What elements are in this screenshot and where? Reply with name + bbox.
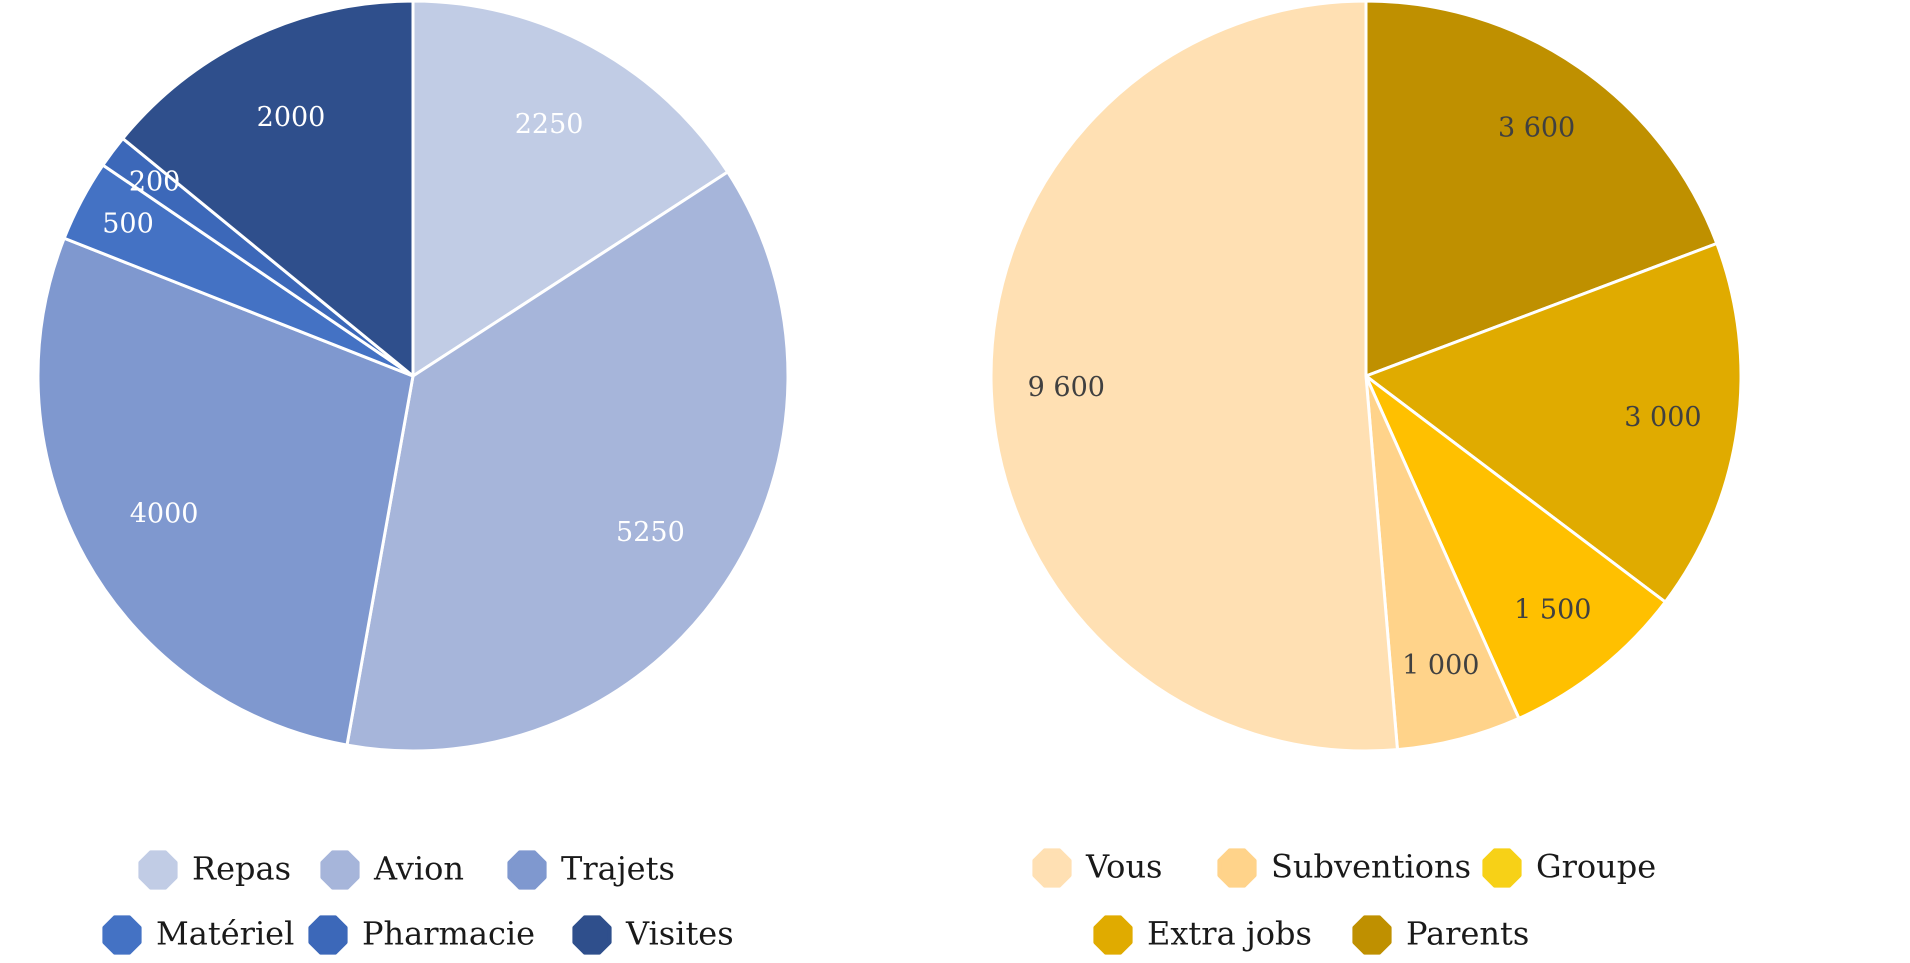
legend-label-parents: Parents xyxy=(1406,915,1529,953)
legend-label-visites: Visites xyxy=(625,915,734,953)
pie-data-labels: 2250 5250 4000 500 200 2000 xyxy=(102,102,685,548)
pie-slice-avion xyxy=(345,170,790,753)
pie-data-labels: 3 600 3 000 1 500 1 000 9 600 xyxy=(1028,113,1702,681)
legend-label-trajets: Trajets xyxy=(561,850,675,888)
legend-marker-avion xyxy=(320,850,360,890)
legend: Vous Subventions Groupe Extra jobs Parents xyxy=(1032,848,1656,955)
legend-label-extra-jobs: Extra jobs xyxy=(1147,915,1312,953)
legend-marker-trajets xyxy=(507,850,547,890)
data-label-trajets: 4000 xyxy=(130,498,199,529)
legend-item-subventions: Subventions xyxy=(1217,848,1471,888)
legend-label-subventions: Subventions xyxy=(1271,848,1471,886)
data-label-avion: 5250 xyxy=(616,517,685,548)
legend-label-avion: Avion xyxy=(373,850,464,888)
legend-item-materiel: Matériel xyxy=(102,915,294,955)
legend-label-groupe: Groupe xyxy=(1536,848,1656,886)
data-label-materiel: 500 xyxy=(102,209,154,240)
data-label-pharmacie: 200 xyxy=(129,167,181,198)
legend-marker-pharmacie xyxy=(308,915,348,955)
legend-item-repas: Repas xyxy=(138,850,291,890)
data-label-parents: 3 600 xyxy=(1498,113,1575,144)
pie-slice-extra-jobs xyxy=(1364,241,1743,604)
legend-item-parents: Parents xyxy=(1352,915,1529,955)
legend-marker-vous xyxy=(1032,848,1072,888)
legend-marker-materiel xyxy=(102,915,142,955)
legend-label-repas: Repas xyxy=(192,850,291,888)
legend: Repas Avion Trajets Matériel Pharmacie Visite… xyxy=(102,850,734,955)
data-label-groupe: 1 500 xyxy=(1514,594,1591,625)
legend-marker-repas xyxy=(138,850,178,890)
legend-label-vous: Vous xyxy=(1085,848,1162,886)
legend-item-pharmacie: Pharmacie xyxy=(308,915,535,955)
data-label-vous: 9 600 xyxy=(1028,372,1105,403)
pie-slice-vous xyxy=(989,0,1399,753)
legend-item-groupe: Groupe xyxy=(1482,848,1656,888)
legend-item-extra-jobs: Extra jobs xyxy=(1093,915,1312,955)
legend-marker-extra-jobs xyxy=(1093,915,1133,955)
legend-item-vous: Vous xyxy=(1032,848,1162,888)
legend-marker-subventions xyxy=(1217,848,1257,888)
pie-slice-parents xyxy=(1364,0,1719,378)
legend-marker-visites xyxy=(572,915,612,955)
expenses-pie-chart: 2250 5250 4000 500 200 2000 Repas Avion Trajets M… xyxy=(36,0,790,955)
pie-slice-repas xyxy=(411,0,730,378)
legend-label-materiel: Matériel xyxy=(156,915,294,953)
pie-slices xyxy=(989,0,1743,753)
pie-slice-trajets xyxy=(36,236,415,747)
legend-item-visites: Visites xyxy=(572,915,734,955)
data-label-extra-jobs: 3 000 xyxy=(1624,402,1701,433)
legend-item-trajets: Trajets xyxy=(507,850,675,890)
legend-marker-groupe xyxy=(1482,848,1522,888)
data-label-subventions: 1 000 xyxy=(1402,650,1479,681)
data-label-repas: 2250 xyxy=(515,109,584,140)
pie-slices xyxy=(36,0,790,753)
pie-slice-groupe xyxy=(1364,374,1667,720)
pie-slice-visites xyxy=(121,0,415,378)
data-label-visites: 2000 xyxy=(257,102,326,133)
funding-pie-chart: 3 600 3 000 1 500 1 000 9 600 Vous Subventions… xyxy=(989,0,1743,955)
legend-label-pharmacie: Pharmacie xyxy=(362,915,535,953)
legend-marker-parents xyxy=(1352,915,1392,955)
legend-item-avion: Avion xyxy=(320,850,464,890)
